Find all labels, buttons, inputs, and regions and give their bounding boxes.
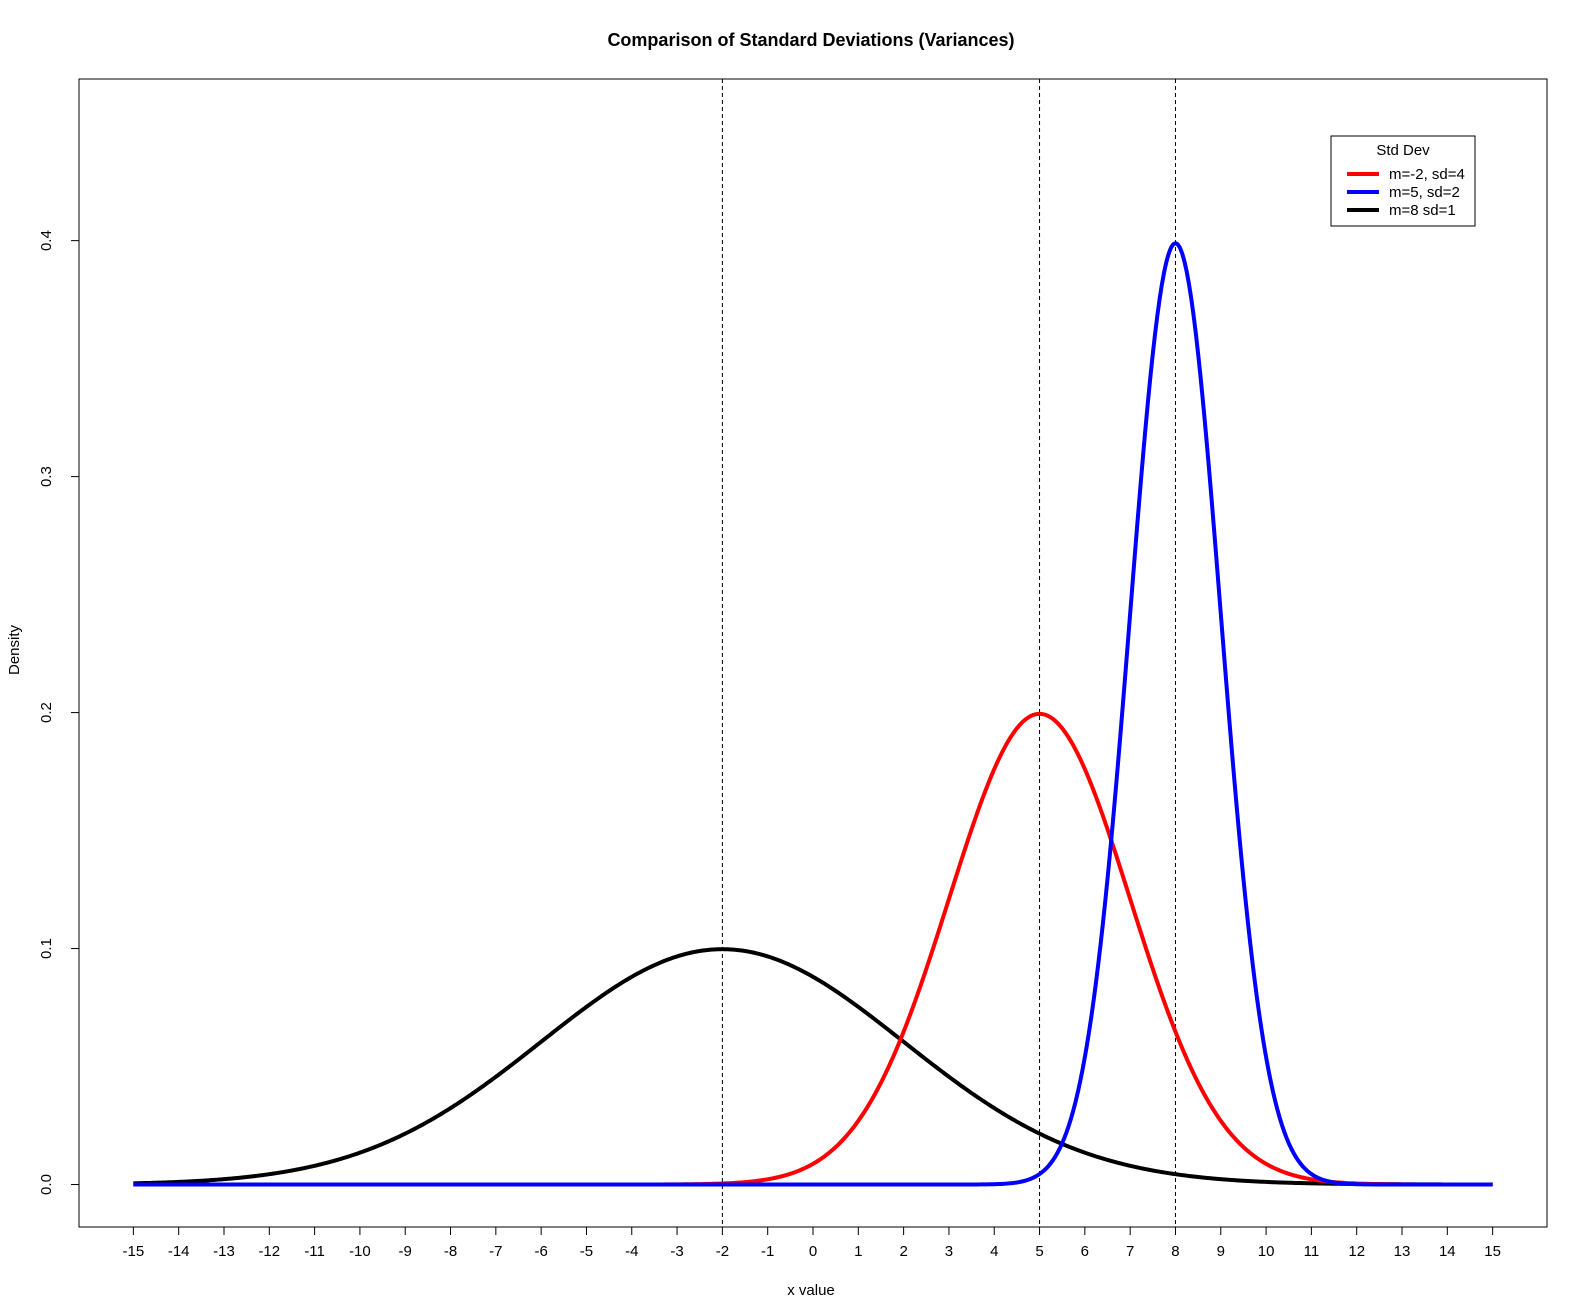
x-axis-label: x value bbox=[787, 1282, 835, 1299]
x-tick-label: 3 bbox=[945, 1243, 953, 1260]
y-tick-label: 0.1 bbox=[38, 938, 55, 959]
x-tick-label: 14 bbox=[1439, 1243, 1456, 1260]
y-tick-label: 0.0 bbox=[38, 1174, 55, 1195]
y-axis: 0.0 0.1 0.2 0.3 0.4 bbox=[38, 230, 80, 1195]
x-tick-label: -3 bbox=[670, 1243, 683, 1260]
x-tick-label: -7 bbox=[489, 1243, 502, 1260]
legend-entry-label: m=8 sd=1 bbox=[1389, 202, 1456, 219]
x-tick-label: 0 bbox=[809, 1243, 817, 1260]
plot-frame bbox=[78, 78, 1548, 1228]
x-tick-label: -8 bbox=[444, 1243, 457, 1260]
series-line bbox=[133, 711, 1493, 1187]
legend-entry-label: m=-2, sd=4 bbox=[1389, 166, 1465, 183]
y-tick-label: 0.3 bbox=[38, 466, 55, 487]
y-tick-label: 0.2 bbox=[38, 702, 55, 723]
x-tick-label: -11 bbox=[304, 1243, 325, 1260]
legend-title: Std Dev bbox=[1376, 142, 1430, 159]
legend: Std Dev m=-2, sd=4m=5, sd=2m=8 sd=1 bbox=[1330, 135, 1476, 227]
x-tick-label: 11 bbox=[1304, 1243, 1320, 1260]
legend-entry-label: m=5, sd=2 bbox=[1389, 184, 1460, 201]
y-axis-label: Density bbox=[6, 624, 23, 675]
x-tick-label: -12 bbox=[258, 1243, 280, 1260]
x-tick-label: -6 bbox=[534, 1243, 547, 1260]
x-tick-label: -4 bbox=[625, 1243, 638, 1260]
x-tick-label: 5 bbox=[1035, 1243, 1043, 1260]
x-tick-label: 2 bbox=[899, 1243, 907, 1260]
x-tick-label: 1 bbox=[854, 1243, 862, 1260]
x-tick-label: 12 bbox=[1348, 1243, 1365, 1260]
x-tick-label: 9 bbox=[1217, 1243, 1225, 1260]
x-axis: -15 -14 -13 -12 -11 -10 -9 -8 -7 -6 -5 -4 -3 -2 -1 0 1 2 3… bbox=[123, 1226, 1501, 1260]
x-tick-label: 7 bbox=[1126, 1243, 1134, 1260]
x-tick-label: -14 bbox=[168, 1243, 190, 1260]
x-tick-label: -5 bbox=[580, 1243, 593, 1260]
x-tick-label: -10 bbox=[349, 1243, 371, 1260]
x-tick-label: 10 bbox=[1258, 1243, 1275, 1260]
x-tick-label: 8 bbox=[1171, 1243, 1179, 1260]
x-tick-label: -9 bbox=[399, 1243, 412, 1260]
x-tick-label: -2 bbox=[716, 1243, 729, 1260]
chart-title: Comparison of Standard Deviations (Varia… bbox=[607, 30, 1014, 50]
x-tick-label: 15 bbox=[1484, 1243, 1501, 1260]
reference-lines bbox=[721, 79, 1176, 1227]
y-tick-label: 0.4 bbox=[38, 230, 55, 251]
density-curves bbox=[133, 241, 1493, 1187]
x-tick-label: 4 bbox=[990, 1243, 998, 1260]
x-tick-label: -13 bbox=[213, 1243, 235, 1260]
x-tick-label: 6 bbox=[1081, 1243, 1089, 1260]
x-tick-label: -1 bbox=[761, 1243, 774, 1260]
x-tick-label: 13 bbox=[1394, 1243, 1411, 1260]
series-line bbox=[133, 241, 1493, 1187]
x-tick-label: -15 bbox=[123, 1243, 145, 1260]
series-line bbox=[133, 947, 1493, 1187]
